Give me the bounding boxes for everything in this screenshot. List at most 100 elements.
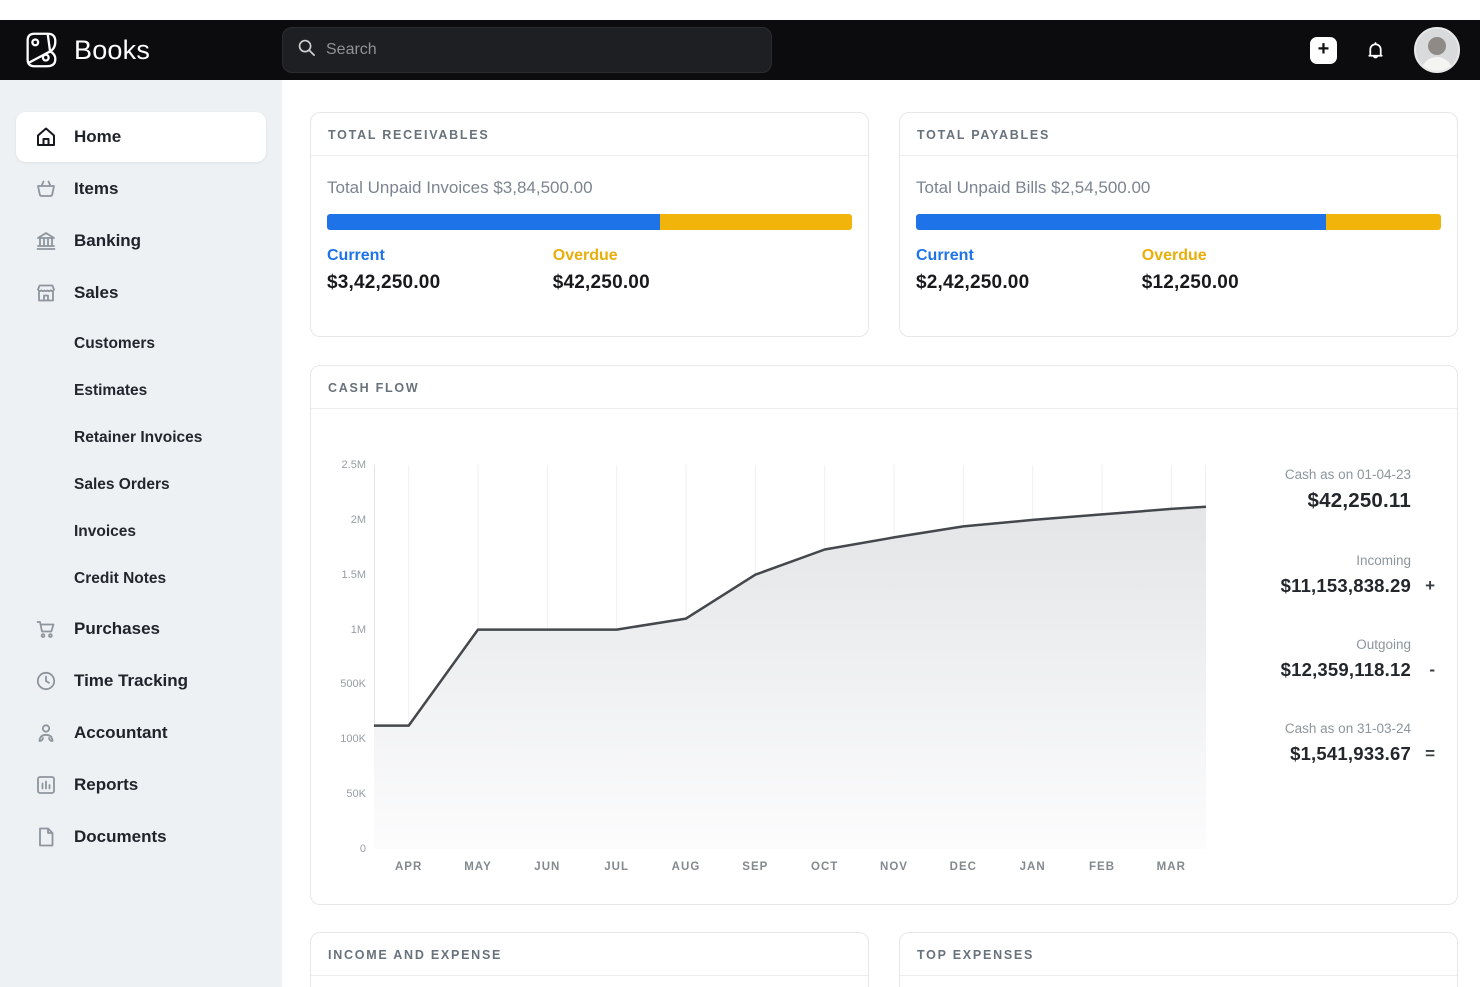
cashflow-summary-item: Cash as on 01-04-23 $42,250.11 [1284,467,1411,512]
y-tick-label: 1.5M [341,568,366,581]
sidebar-item-label: Retainer Invoices [74,428,203,446]
top-expenses-card: TOP EXPENSES [899,932,1458,987]
equals-symbol: = [1425,744,1435,763]
global-search[interactable] [282,27,772,73]
sidebar-item-reports[interactable]: Reports [16,760,266,810]
plus-icon: + [1317,38,1330,60]
x-axis-label: AUG [671,861,701,873]
sidebar-item-credit-notes[interactable]: Credit Notes [16,555,266,602]
y-tick-label: 100K [340,733,366,746]
y-tick-label: 2.5M [341,459,366,471]
books-logo-icon [20,29,62,71]
receivables-card-title: TOTAL RECEIVABLES [311,113,868,156]
x-axis-label: JUL [604,861,630,873]
sidebar-item-customers[interactable]: Customers [16,320,266,367]
income-expense-card: INCOME AND EXPENSE [310,932,869,987]
sidebar-item-home[interactable]: Home [16,112,266,162]
sidebar-nav: Home Items Banking Sales Customers Estimates R… [0,80,282,987]
chart-icon [34,773,58,797]
payables-overdue-value: $12,250.00 [1141,272,1239,293]
top-expenses-title: TOP EXPENSES [900,933,1457,976]
unpaid-invoices-summary: Total Unpaid Invoices $3,84,500.00 [327,178,593,197]
x-axis-label: MAY [464,861,492,873]
cashflow-chart [374,465,1206,849]
unpaid-bills-summary: Total Unpaid Bills $2,54,500.00 [916,178,1151,197]
sidebar-item-estimates[interactable]: Estimates [16,367,266,414]
payables-current-fill [916,214,1326,230]
sidebar-item-retainer-invoices[interactable]: Retainer Invoices [16,414,266,461]
receivables-current-label: Current [327,247,385,264]
search-input[interactable] [326,41,757,59]
bank-icon [34,229,58,253]
window-margin [0,0,1480,20]
sidebar-item-label: Home [74,127,122,146]
cashflow-summary-item: Cash as on 31-03-24 $1,541,933.67 = [1284,721,1435,764]
cash-flow-title: CASH FLOW [311,366,1457,409]
x-axis-label: JUN [534,861,561,873]
receivables-progress-bar [327,214,852,230]
store-icon [34,281,58,305]
plus-symbol: + [1425,576,1435,595]
cashflow-summary-item: Incoming $11,153,838.29 + [1280,553,1435,596]
sidebar-item-banking[interactable]: Banking [16,216,266,266]
cashflow-summary: Cash as on 01-04-23 $42,250.11 Incoming … [1229,465,1457,891]
receivables-overdue-value: $42,250.00 [552,272,650,293]
sidebar-item-invoices[interactable]: Invoices [16,508,266,555]
cashflow-summary-item: Outgoing $12,359,118.12 - [1280,637,1435,680]
topbar: Books + [0,20,1480,80]
sidebar-item-label: Credit Notes [74,569,167,587]
user-avatar[interactable] [1414,27,1460,73]
sidebar-item-time-tracking[interactable]: Time Tracking [16,656,266,706]
income-expense-title: INCOME AND EXPENSE [311,933,868,976]
x-axis-label: MAR [1156,861,1186,873]
cashflow-y-axis: 2.5M 2M 1.5M 1M 500K 100K 50K 0 [329,459,374,855]
bell-icon [1368,41,1383,58]
document-icon [34,825,58,849]
cart-icon [34,617,58,641]
y-tick-label: 50K [346,788,366,801]
x-axis-label: JAN [1019,861,1046,873]
x-axis-label: FEB [1088,861,1116,873]
receivables-current-fill [327,214,661,230]
payables-progress-bar [916,214,1441,230]
notifications-button[interactable] [1363,38,1388,63]
app-logo[interactable]: Books [20,29,282,71]
minus-symbol: - [1429,660,1435,679]
x-axis-label: OCT [810,861,839,873]
sidebar-item-label: Invoices [74,522,137,540]
sidebar-item-sales[interactable]: Sales [16,268,266,318]
sidebar-item-label: Time Tracking [74,671,189,690]
dashboard-main: TOTAL RECEIVABLES Total Unpaid Invoices … [282,80,1480,987]
total-receivables-card: TOTAL RECEIVABLES Total Unpaid Invoices … [310,112,869,337]
sidebar-item-label: Purchases [74,619,160,638]
sidebar-item-label: Sales Orders [74,475,170,493]
sidebar-item-label: Accountant [74,723,168,742]
sidebar-item-label: Banking [74,231,142,250]
x-axis-label: APR [394,861,423,873]
y-tick-label: 0 [359,843,366,855]
clock-icon [34,669,58,693]
payables-card-title: TOTAL PAYABLES [900,113,1457,156]
sidebar-item-label: Estimates [74,381,148,399]
sidebar-item-items[interactable]: Items [16,164,266,214]
receivables-current-value: $3,42,250.00 [327,272,441,293]
y-tick-label: 1M [350,623,366,636]
sidebar-item-label: Items [74,179,119,198]
sidebar-item-label: Reports [74,775,139,794]
y-tick-label: 2M [350,513,366,526]
total-payables-card: TOTAL PAYABLES Total Unpaid Bills $2,54,… [899,112,1458,337]
sidebar-item-accountant[interactable]: Accountant [16,708,266,758]
sidebar-item-label: Customers [74,334,155,352]
sidebar-item-sales-orders[interactable]: Sales Orders [16,461,266,508]
payables-overdue-label: Overdue [1141,247,1207,264]
sidebar-item-purchases[interactable]: Purchases [16,604,266,654]
home-icon [34,125,58,149]
x-axis-label: DEC [949,861,978,873]
cash-flow-card: CASH FLOW 2.5M 2M 1.5M 1M 500K 100K 50K 0 APR MA… [310,365,1458,905]
sidebar-item-label: Sales [74,283,119,302]
receivables-overdue-label: Overdue [552,247,618,264]
y-tick-label: 500K [340,678,366,691]
cashflow-x-axis: APR MAY JUN JUL AUG SEP OCT NOV DEC JAN FEB MAR [374,861,1206,891]
sidebar-item-documents[interactable]: Documents [16,812,266,862]
quick-create-button[interactable]: + [1310,36,1337,64]
